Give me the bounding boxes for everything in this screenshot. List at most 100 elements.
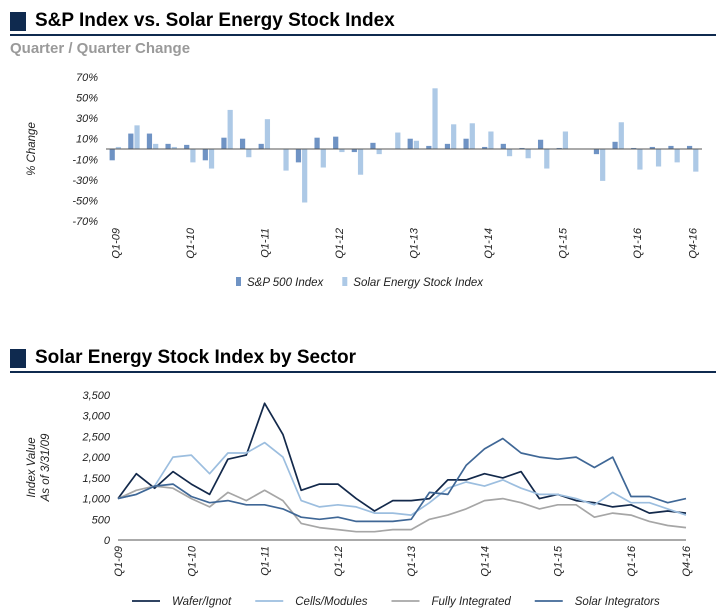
y-tick-label: 1,000	[82, 494, 110, 506]
solar-index-bar	[208, 149, 215, 169]
x-tick-label: Q1-16	[632, 227, 644, 258]
x-tick-label: Q1-09	[113, 546, 125, 577]
y-tick-label: -30%	[72, 175, 98, 187]
sp500-bar	[314, 137, 320, 149]
sp500-bar	[239, 138, 246, 149]
y-tick-label: -10%	[72, 154, 98, 166]
solar-index-bar	[320, 149, 326, 168]
solar-index-bar	[395, 132, 401, 149]
sp500-bar	[370, 142, 376, 149]
header-marker	[10, 349, 26, 368]
sector-index-line-chart: 3,500 3,000 2,500 2,000 1,500 1,000 500 0 Index …	[26, 390, 693, 608]
x-tick-label: Q1-15	[553, 545, 565, 576]
header-marker	[10, 12, 26, 31]
solar-index-bar	[655, 149, 662, 167]
sp500-bar	[668, 145, 674, 149]
solar-index-bar	[618, 122, 624, 149]
solar-index-bar	[227, 109, 233, 149]
y-tick-label: 3,500	[82, 390, 110, 402]
sp500-bar	[426, 145, 432, 149]
solar-index-bar	[674, 149, 680, 163]
y-tick-label: 500	[92, 514, 111, 526]
chart1-subtitle: Quarter / Quarter Change	[10, 40, 191, 57]
fully-integrated-line	[117, 485, 687, 533]
x-tick-label: Q1-15	[557, 227, 569, 258]
solar-index-bar	[451, 124, 457, 149]
quarterly-change-bar-chart: 70% 50% 30% 10% -10% -30% -50% -70% % Change Q1-0…	[26, 72, 702, 289]
y-tick-label: 30%	[76, 113, 98, 125]
x-tick-label: Q1-11	[259, 228, 271, 258]
legend-label: Fully Integrated	[431, 596, 511, 608]
y-axis-title: % Change	[26, 122, 38, 176]
solar-index-bar	[264, 119, 271, 149]
legend-swatch	[342, 277, 348, 286]
solar-index-bar	[283, 149, 289, 171]
y-tick-label: 70%	[76, 72, 98, 84]
solar-index-bar	[525, 149, 531, 159]
x-tick-label: Q1-10	[185, 227, 197, 258]
chart1-title: S&P Index vs. Solar Energy Stock Index	[35, 10, 395, 31]
y-tick-label: 10%	[76, 134, 98, 146]
solar-index-bar	[488, 131, 494, 149]
sp500-bar	[686, 145, 693, 149]
sp500-bar	[631, 147, 637, 149]
sp500-bar	[444, 143, 451, 149]
solar-index-bar	[190, 149, 196, 163]
y-tick-label: 2,000	[81, 452, 110, 464]
solar-index-bar	[469, 123, 475, 149]
y-tick-label: -50%	[72, 195, 98, 207]
solar-index-bar	[115, 146, 122, 149]
sp500-bar	[500, 143, 506, 149]
sp500-bar	[593, 149, 600, 155]
section-header-sector-index: Solar Energy Stock Index by Sector	[10, 345, 716, 373]
x-tick-label: Q1-13	[406, 545, 418, 576]
x-tick-label: Q4-16	[688, 227, 700, 258]
y-tick-label: 2,500	[81, 431, 110, 443]
x-tick-label: Q4-16	[681, 545, 693, 576]
sp500-bar	[184, 144, 190, 149]
solar-index-bar	[246, 149, 252, 158]
y-tick-label: 1,500	[82, 473, 110, 485]
sp500-bar	[165, 143, 171, 149]
solar-index-bar	[600, 149, 606, 181]
y-axis-title: Index Value	[26, 437, 38, 497]
solar-index-bar	[357, 149, 364, 175]
solar-index-bar	[339, 149, 345, 153]
sp500-bar	[295, 149, 302, 163]
x-tick-label: Q1-16	[626, 545, 638, 576]
solar-index-bar	[171, 146, 177, 149]
x-tick-label: Q1-13	[408, 227, 420, 258]
legend-label: Cells/Modules	[295, 596, 367, 608]
legend-label: Wafer/Ignot	[172, 596, 232, 608]
x-tick-label: Q1-12	[333, 546, 345, 577]
legend-swatch	[236, 277, 241, 286]
x-tick-label: Q1-14	[479, 546, 491, 577]
sp500-bar	[258, 143, 264, 149]
sp500-bar	[109, 149, 115, 161]
solar-index-bar	[134, 125, 140, 149]
x-tick-label: Q1-10	[186, 545, 198, 576]
legend-label: Solar Energy Stock Index	[353, 277, 484, 289]
y-tick-label: 0	[104, 535, 111, 547]
y-axis-title: As of 3/31/09	[40, 433, 52, 502]
solar-index-bar	[562, 131, 569, 149]
sp500-bar	[146, 133, 153, 149]
sp500-bar	[519, 147, 525, 149]
sp500-bar	[612, 141, 618, 149]
solar-index-bar	[544, 149, 550, 169]
y-tick-label: -70%	[72, 216, 98, 228]
legend-label: Solar Integrators	[575, 596, 660, 608]
sp500-bar	[221, 137, 227, 149]
cells-modules-line	[117, 441, 687, 516]
sp500-bar	[463, 138, 469, 149]
x-tick-label: Q1-12	[334, 228, 346, 259]
x-tick-label: Q1-11	[260, 546, 272, 576]
y-tick-label: 50%	[76, 93, 98, 105]
solar-integrators-line	[117, 437, 687, 523]
solar-index-bar	[506, 149, 513, 157]
x-tick-label: Q1-09	[110, 228, 122, 259]
x-tick-label: Q1-14	[483, 228, 495, 259]
solar-index-bar	[432, 88, 438, 149]
sp500-bar	[407, 138, 413, 149]
y-tick-label: 3,000	[82, 411, 110, 423]
